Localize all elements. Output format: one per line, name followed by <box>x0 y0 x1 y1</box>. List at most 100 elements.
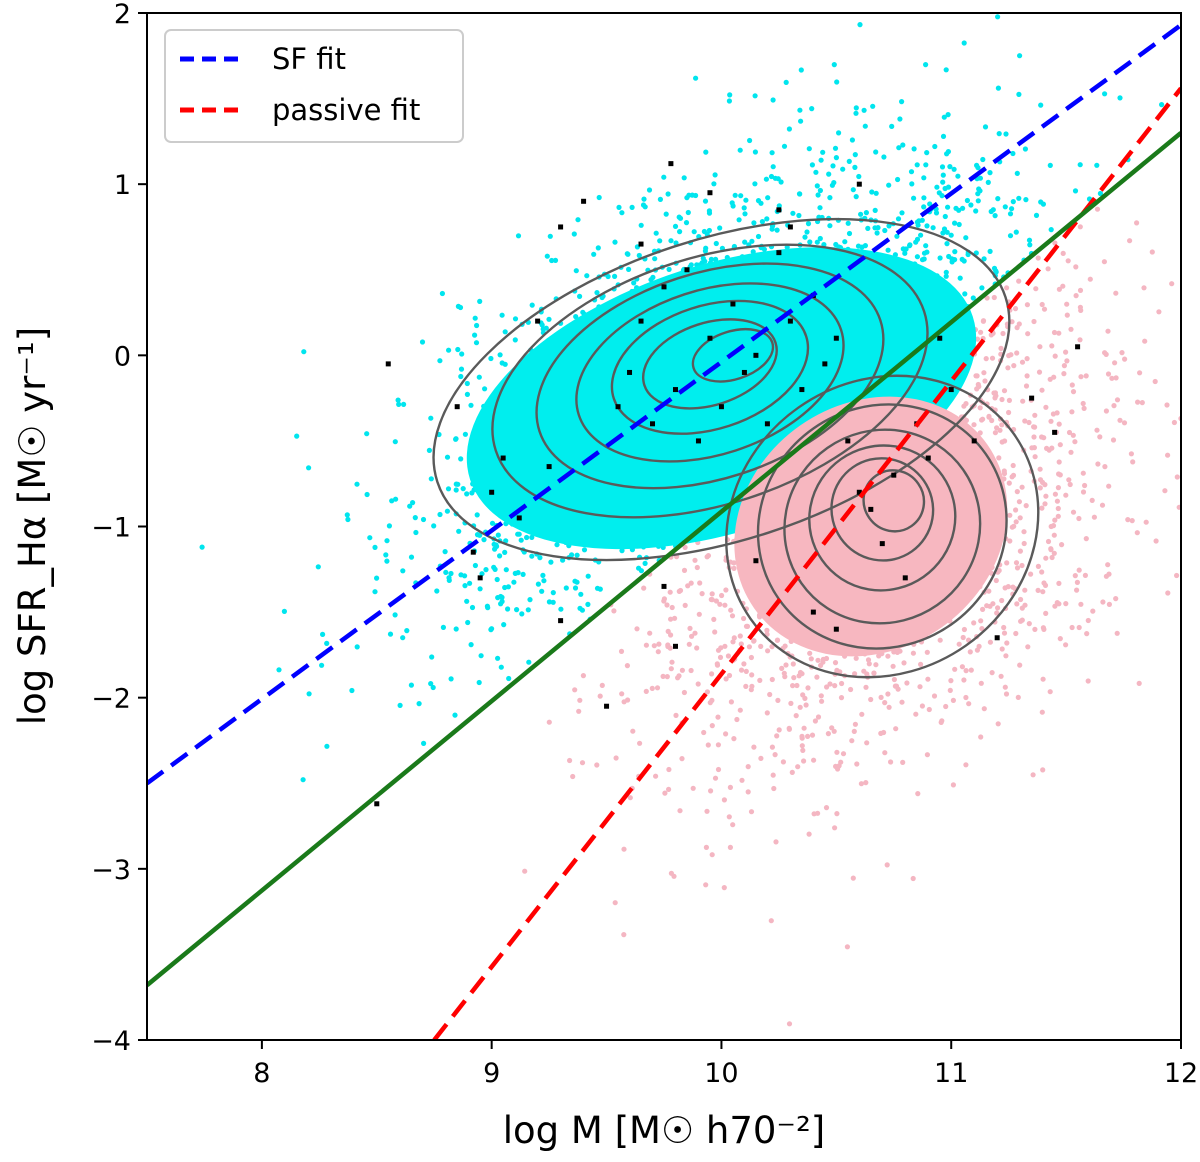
passive-point <box>734 716 740 723</box>
passive-point <box>1043 610 1049 617</box>
passive-point <box>967 649 973 655</box>
passive-point <box>1064 312 1070 318</box>
black-point <box>776 250 782 256</box>
star-forming-point <box>653 230 659 236</box>
star-forming-point <box>987 248 993 254</box>
passive-point <box>579 760 586 766</box>
star-forming-point <box>392 612 398 618</box>
passive-point <box>850 875 856 881</box>
star-forming-point <box>874 230 880 236</box>
star-forming-point <box>572 578 578 584</box>
passive-point <box>981 706 987 712</box>
star-forming-point <box>736 217 742 223</box>
star-forming-point <box>389 498 395 504</box>
star-forming-point <box>550 599 556 605</box>
star-forming-point <box>428 681 434 687</box>
star-forming-point <box>1047 162 1053 168</box>
passive-point <box>1113 596 1119 602</box>
star-forming-point <box>404 628 410 634</box>
star-forming-point <box>977 188 983 194</box>
passive-point <box>918 661 924 668</box>
passive-point <box>695 681 701 687</box>
passive-point <box>961 403 967 409</box>
passive-point <box>1049 445 1055 451</box>
star-forming-point <box>575 217 581 223</box>
star-forming-point <box>652 256 658 262</box>
star-forming-point <box>924 150 930 156</box>
passive-point <box>1171 419 1177 426</box>
black-point <box>1052 429 1058 435</box>
passive-point <box>978 734 984 740</box>
passive-point <box>1056 459 1062 465</box>
star-forming-point <box>597 586 603 592</box>
passive-point <box>717 601 723 607</box>
passive-point <box>741 661 747 667</box>
y-axis-label: log SFR_Hα [M☉ yr⁻¹] <box>11 327 54 725</box>
star-forming-point <box>524 534 530 541</box>
star-forming-point <box>856 173 862 180</box>
passive-point <box>849 738 855 744</box>
star-forming-point <box>873 149 879 155</box>
passive-point <box>1080 489 1087 495</box>
star-forming-point <box>472 315 478 321</box>
star-forming-point <box>809 106 815 112</box>
star-forming-point <box>870 103 876 109</box>
black-point <box>787 224 793 230</box>
star-forming-point <box>921 175 927 181</box>
passive-point <box>893 683 900 689</box>
passive-point <box>805 685 811 691</box>
star-forming-point <box>914 162 920 168</box>
passive-point <box>980 606 986 613</box>
passive-point <box>1025 331 1031 337</box>
passive-point <box>668 870 675 876</box>
star-forming-point <box>817 205 823 211</box>
svg-text:log M [M☉ h70⁻²]: log M [M☉ h70⁻²] <box>503 1109 825 1152</box>
passive-point <box>715 742 722 748</box>
passive-point <box>1009 319 1015 325</box>
black-point <box>856 489 862 495</box>
star-forming-point <box>940 230 946 236</box>
star-forming-point <box>584 273 590 279</box>
star-forming-point <box>886 223 892 229</box>
passive-point <box>1165 452 1171 458</box>
passive-point <box>984 295 990 301</box>
passive-point <box>1143 519 1149 525</box>
passive-point <box>966 701 972 707</box>
black-point <box>638 241 644 247</box>
black-point <box>753 352 759 358</box>
star-forming-point <box>481 537 487 543</box>
star-forming-point <box>453 487 459 493</box>
star-forming-point <box>970 295 976 301</box>
passive-point <box>790 661 796 667</box>
black-point <box>753 558 759 564</box>
passive-point <box>1049 554 1055 561</box>
black-point <box>971 438 977 444</box>
black-point <box>535 318 541 324</box>
passive-point <box>621 846 627 852</box>
star-forming-point <box>465 619 471 626</box>
passive-point <box>1102 464 1108 470</box>
star-forming-point <box>940 133 947 139</box>
passive-point <box>641 585 647 591</box>
passive-point <box>1076 515 1082 522</box>
passive-point <box>1094 206 1101 212</box>
passive-point <box>1013 560 1020 566</box>
black-point <box>558 224 564 230</box>
passive-point <box>1165 590 1171 596</box>
star-forming-point <box>944 229 950 235</box>
star-forming-point <box>943 67 949 73</box>
passive-point <box>624 663 631 669</box>
passive-point <box>873 662 879 668</box>
star-forming-point <box>276 667 282 673</box>
black-point <box>615 404 621 410</box>
passive-point <box>665 642 671 648</box>
star-forming-point <box>981 256 987 262</box>
star-forming-point <box>961 40 967 46</box>
passive-point <box>1077 224 1083 230</box>
star-forming-point <box>448 676 454 682</box>
passive-point <box>794 682 800 689</box>
star-forming-point <box>473 340 480 346</box>
passive-point <box>1094 427 1100 433</box>
passive-point <box>1024 356 1030 362</box>
passive-point <box>751 744 757 750</box>
